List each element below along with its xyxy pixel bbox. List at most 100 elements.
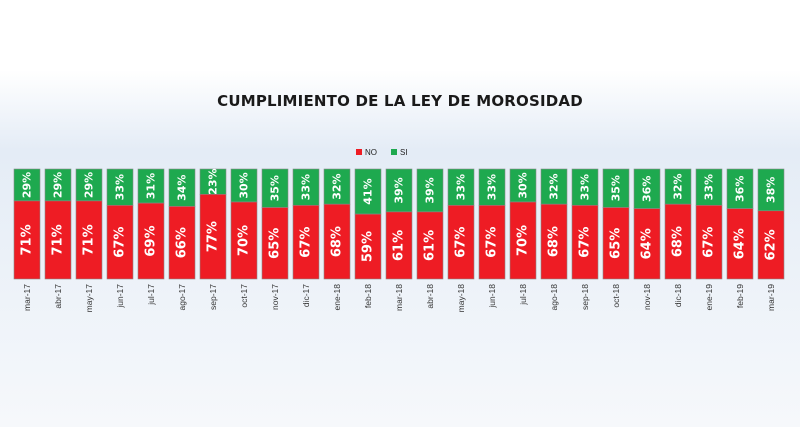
data-label-no-jun-18: 67%: [485, 227, 500, 258]
bar-segment-no-ago-18: [540, 203, 568, 280]
data-label-si-jul-17: 31%: [145, 173, 158, 199]
data-label-no-oct-18: 65%: [609, 228, 624, 259]
x-tick-label-oct-18: oct-18: [611, 284, 621, 308]
bar-segment-si-jun-18: [478, 168, 506, 206]
bar-segment-no-ene-18: [323, 203, 351, 280]
x-tick-label-sep-17: sep-17: [208, 284, 218, 310]
data-label-no-mar-19: 62%: [764, 229, 779, 260]
data-label-no-oct-17: 70%: [237, 225, 252, 256]
data-label-si-sep-17: 23%: [207, 168, 220, 194]
bar-segment-si-mar-18: [385, 168, 413, 213]
data-label-si-feb-18: 41%: [362, 178, 375, 204]
data-label-no-sep-18: 67%: [578, 227, 593, 258]
bar-segment-no-feb-19: [726, 208, 754, 280]
x-tick-label-feb-18: feb-18: [363, 284, 373, 308]
x-tick-label-may-18: may-18: [456, 284, 466, 313]
data-label-si-abr-17: 29%: [52, 172, 65, 198]
data-label-si-jun-17: 33%: [114, 174, 127, 200]
bar-segment-no-dic-18: [664, 203, 692, 280]
x-tick-label-mar-17: mar-17: [22, 284, 32, 311]
data-label-no-feb-19: 64%: [733, 228, 748, 259]
bar-segment-si-oct-18: [602, 168, 630, 208]
bar-segment-si-ago-18: [540, 168, 568, 205]
data-label-no-may-17: 71%: [82, 224, 97, 255]
data-label-no-mar-18: 61%: [392, 230, 407, 261]
data-label-si-sep-18: 33%: [579, 174, 592, 200]
data-label-si-abr-18: 39%: [424, 177, 437, 203]
bar-segment-si-jul-17: [137, 168, 165, 204]
data-label-si-jul-18: 30%: [517, 172, 530, 198]
data-label-si-oct-18: 35%: [610, 175, 623, 201]
legend-label-si: SI: [400, 147, 408, 157]
bar-segment-si-dic-18: [664, 168, 692, 205]
bar-segment-si-sep-17: [199, 168, 227, 195]
bar-segment-si-may-18: [447, 168, 475, 206]
chart-title: CUMPLIMIENTO DE LA LEY DE MOROSIDAD: [217, 92, 583, 110]
x-tick-label-ago-17: ago-17: [177, 284, 187, 311]
x-tick-label-jul-17: jul-17: [146, 284, 156, 306]
bar-segment-no-oct-17: [230, 201, 258, 280]
data-label-si-nov-17: 35%: [269, 175, 282, 201]
data-label-no-ago-18: 68%: [547, 226, 562, 257]
data-label-si-feb-19: 36%: [734, 176, 747, 202]
data-label-si-jun-18: 33%: [486, 174, 499, 200]
data-label-si-mar-19: 38%: [765, 177, 778, 203]
data-label-si-ene-19: 33%: [703, 174, 716, 200]
legend-entry-no: NO: [356, 148, 377, 157]
bar-segment-si-dic-17: [292, 168, 320, 206]
data-label-si-mar-18: 39%: [393, 177, 406, 203]
x-tick-label-oct-17: oct-17: [239, 284, 249, 308]
data-label-no-nov-18: 64%: [640, 228, 655, 259]
bar-segment-no-nov-17: [261, 207, 289, 280]
data-label-no-jun-17: 67%: [113, 227, 128, 258]
x-tick-label-may-17: may-17: [84, 284, 94, 313]
x-tick-label-ene-18: ene-18: [332, 284, 342, 311]
x-tick-label-ene-19: ene-19: [704, 284, 714, 311]
bar-segment-no-mar-18: [385, 211, 413, 280]
bar-segment-no-jul-18: [509, 201, 537, 280]
legend-label-no: NO: [365, 147, 377, 157]
data-label-no-nov-17: 65%: [268, 228, 283, 259]
x-tick-label-mar-18: mar-18: [394, 284, 404, 311]
data-label-no-ene-18: 68%: [330, 226, 345, 257]
chart-legend: NO SI: [356, 145, 408, 159]
bar-segment-no-mar-17: [13, 200, 41, 280]
data-label-si-may-18: 33%: [455, 174, 468, 200]
bar-segment-no-abr-17: [44, 200, 72, 280]
bar-segment-no-mar-19: [757, 210, 785, 280]
data-label-si-ago-17: 34%: [176, 175, 189, 201]
data-label-no-may-18: 67%: [454, 227, 469, 258]
bar-segment-no-sep-18: [571, 205, 599, 280]
bar-segment-si-feb-18: [354, 168, 382, 215]
x-tick-label-nov-17: nov-17: [270, 284, 280, 310]
bar-segment-si-ene-18: [323, 168, 351, 205]
data-label-no-ene-19: 67%: [702, 227, 717, 258]
bar-segment-no-nov-18: [633, 208, 661, 280]
data-label-no-dic-17: 67%: [299, 227, 314, 258]
data-label-si-ene-18: 32%: [331, 173, 344, 199]
x-tick-label-ago-18: ago-18: [549, 284, 559, 311]
x-tick-label-jul-18: jul-18: [518, 284, 528, 306]
data-label-no-abr-17: 71%: [51, 224, 66, 255]
bar-segment-no-oct-18: [602, 207, 630, 280]
bar-segment-no-dic-17: [292, 205, 320, 280]
data-label-no-ago-17: 66%: [175, 227, 190, 258]
bar-segment-no-feb-18: [354, 213, 382, 280]
bar-segment-si-mar-17: [13, 168, 41, 202]
x-tick-label-sep-18: sep-18: [580, 284, 590, 310]
x-tick-label-mar-19: mar-19: [766, 284, 776, 311]
x-tick-label-jun-17: jun-17: [115, 284, 125, 309]
data-label-si-dic-17: 33%: [300, 174, 313, 200]
data-label-no-sep-17: 77%: [206, 221, 221, 252]
x-tick-label-dic-17: dic-17: [301, 284, 311, 307]
bar-segment-si-abr-18: [416, 168, 444, 213]
bar-segment-no-jun-17: [106, 205, 134, 280]
bar-segment-si-feb-19: [726, 168, 754, 209]
x-tick-label-nov-18: nov-18: [642, 284, 652, 310]
data-label-no-jul-17: 69%: [144, 225, 159, 256]
bar-segment-no-jul-17: [137, 202, 165, 280]
bar-segment-si-nov-18: [633, 168, 661, 209]
bar-segment-no-ene-19: [695, 205, 723, 280]
data-label-no-mar-17: 71%: [20, 224, 35, 255]
